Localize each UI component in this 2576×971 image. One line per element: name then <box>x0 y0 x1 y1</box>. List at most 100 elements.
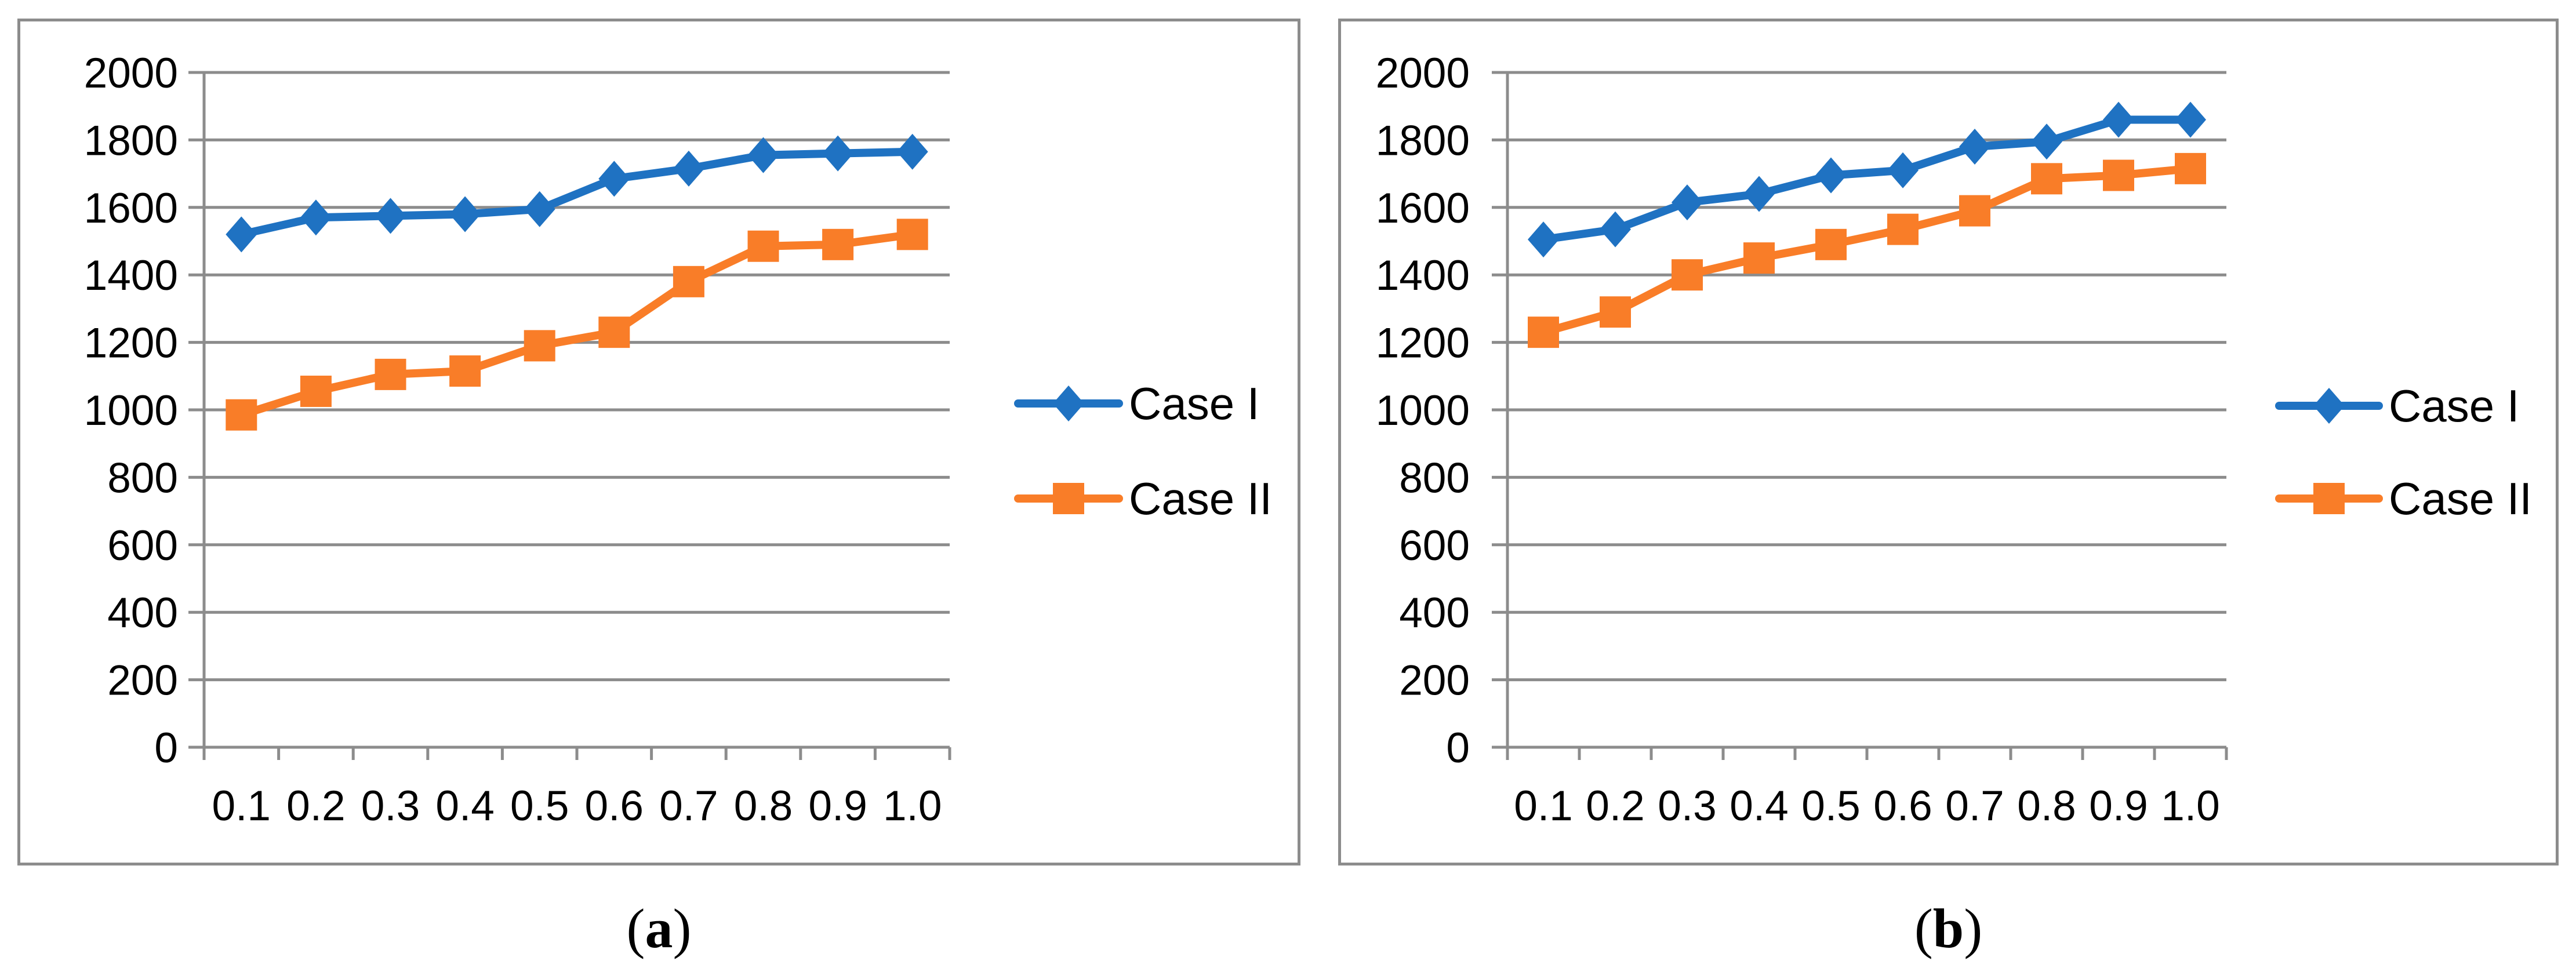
case-ii-marker <box>822 228 854 260</box>
x-tick-label: 0.1 <box>212 783 271 830</box>
case-i-marker <box>2031 123 2062 160</box>
case-ii-marker <box>524 330 555 362</box>
chart-b: 0 200 400 600 800 1000 1200 1400 1600 1800 2000 0.1… <box>1376 50 2533 830</box>
case-ii-marker <box>747 230 779 262</box>
y-tick-label: 0 <box>1446 725 1470 772</box>
caption-a-close: ) <box>673 897 692 959</box>
y-tick-label: 1200 <box>1376 320 1470 367</box>
x-tick-label: 0.1 <box>1514 783 1572 830</box>
y-tick-label: 1200 <box>84 320 178 367</box>
case-i-marker <box>449 196 481 232</box>
x-tick-label: 0.9 <box>808 783 867 830</box>
legend-item-case-ii: Case II <box>2275 473 2532 524</box>
y-tick-label: 200 <box>1399 657 1470 704</box>
case-ii-marker <box>2103 159 2134 191</box>
y-tick-label: 400 <box>1399 590 1470 637</box>
case-ii-marker <box>598 317 630 348</box>
chart-panel-b: 0 200 400 600 800 1000 1200 1400 1600 1800 2000 0.1… <box>1338 19 2559 865</box>
caption-b: (b) <box>1338 886 2559 971</box>
legend-label: Case I <box>2389 380 2519 431</box>
legend-diamond-icon <box>2313 388 2345 424</box>
case-i-marker <box>896 133 928 170</box>
y-tick-label: 600 <box>1399 522 1470 569</box>
case-i-marker <box>2175 101 2206 138</box>
y-tick-label: 400 <box>107 590 178 637</box>
legend-label: Case I <box>1129 378 1259 429</box>
y-tick-label: 1600 <box>84 185 178 232</box>
x-tick-label: 0.6 <box>1873 783 1932 830</box>
case-ii-marker <box>1743 242 1775 274</box>
legend-label: Case II <box>1129 473 1272 524</box>
legend-square-icon <box>2313 483 2345 514</box>
case-i-marker <box>673 150 704 187</box>
x-tick-label: 1.0 <box>883 783 942 830</box>
case-ii-marker <box>1887 213 1919 245</box>
case-ii-marker <box>449 355 481 387</box>
x-tick-label: 0.5 <box>510 783 569 830</box>
x-tick-label: 0.7 <box>1945 783 2004 830</box>
y-tick-label: 1400 <box>1376 252 1470 299</box>
x-tick-label: 0.3 <box>361 783 420 830</box>
legend-item-case-ii: Case II <box>1014 473 1272 524</box>
case-i-marker <box>1959 129 1990 165</box>
case-i-marker <box>747 137 779 173</box>
x-tick-label: 0.6 <box>585 783 644 830</box>
legend-item-case-i: Case I <box>1014 378 1259 429</box>
case-ii-marker <box>1528 317 1559 348</box>
chart-a: 0 200 400 600 800 1000 1200 1400 1600 1800 2000 0.1… <box>84 50 1273 830</box>
y-tick-label: 1400 <box>84 252 178 299</box>
case-ii-marker <box>226 399 257 431</box>
y-tick-label: 2000 <box>1376 50 1470 97</box>
case-i-marker <box>1528 221 1559 258</box>
case-ii-marker <box>2175 152 2206 184</box>
case-ii-line <box>1539 164 2194 337</box>
case-i-marker <box>375 198 406 234</box>
case-i-marker <box>1887 152 1919 188</box>
y-tick-label: 1000 <box>84 387 178 434</box>
y-tick-label: 0 <box>154 725 178 772</box>
case-ii-marker <box>1959 195 1990 227</box>
case-ii-marker <box>673 266 704 297</box>
x-tick-label: 1.0 <box>2161 783 2219 830</box>
caption-a-label: a <box>645 897 673 959</box>
case-i-marker <box>1743 176 1775 212</box>
y-tick-label: 1800 <box>84 117 178 164</box>
case-i-marker <box>822 135 854 172</box>
case-ii-marker <box>1815 228 1847 260</box>
case-i-marker <box>1600 211 1631 248</box>
x-tick-label: 0.5 <box>1801 783 1860 830</box>
case-i-marker <box>524 191 555 227</box>
x-tick-label: 0.4 <box>1730 783 1788 830</box>
case-ii-marker <box>2031 163 2062 195</box>
case-i-marker <box>1672 184 1703 221</box>
x-tick-label: 0.3 <box>1658 783 1716 830</box>
case-ii-marker <box>896 219 928 250</box>
case-ii-line <box>237 230 917 419</box>
y-tick-label: 800 <box>1399 454 1470 501</box>
x-tick-label: 0.8 <box>2017 783 2076 830</box>
case-i-marker <box>300 199 332 236</box>
case-i-marker <box>2103 101 2134 138</box>
case-ii-marker <box>1672 259 1703 291</box>
y-tick-label: 2000 <box>84 50 178 97</box>
legend-diamond-icon <box>1053 386 1084 421</box>
caption-b-close: ) <box>1964 897 1983 959</box>
x-tick-label: 0.2 <box>286 783 345 830</box>
x-tick-label: 0.8 <box>734 783 793 830</box>
caption-b-open: ( <box>1914 897 1933 959</box>
y-tick-label: 600 <box>107 522 178 569</box>
y-tick-label: 800 <box>107 454 178 501</box>
x-tick-label: 0.4 <box>435 783 494 830</box>
chart-panel-a: 0 200 400 600 800 1000 1200 1400 1600 1800 2000 0.1… <box>17 19 1300 865</box>
case-ii-marker <box>300 375 332 407</box>
case-i-marker <box>1815 157 1847 194</box>
x-tick-label: 0.9 <box>2089 783 2148 830</box>
x-tick-label: 0.7 <box>659 783 718 830</box>
case-i-line <box>237 147 917 239</box>
case-ii-marker <box>1600 296 1631 328</box>
legend-label: Case II <box>2389 473 2532 524</box>
legend-square-icon <box>1053 483 1084 514</box>
x-tick-label: 0.2 <box>1586 783 1644 830</box>
caption-a: (a) <box>17 886 1300 971</box>
